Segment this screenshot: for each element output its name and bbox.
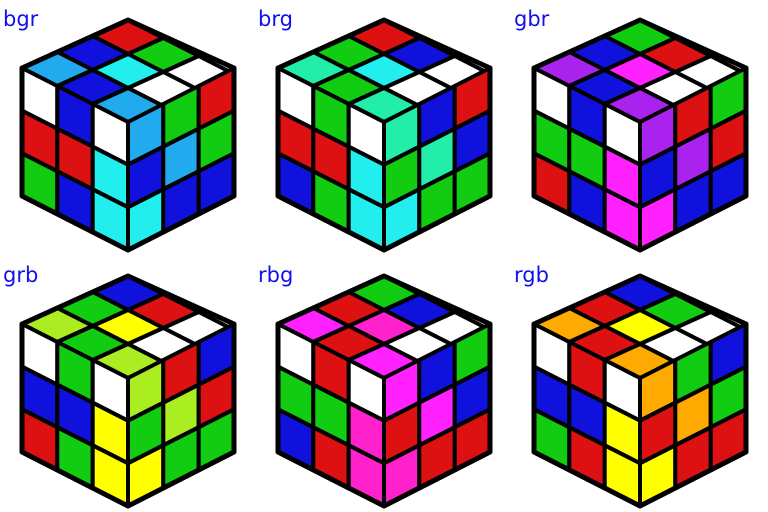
cube-outline [531,17,749,253]
cube-illustration [531,273,749,509]
cube-outline [275,17,493,253]
cube-label: rbg [258,263,294,287]
cube-label: bgr [3,7,39,31]
cube-outline [19,17,237,253]
cube-illustration [19,17,237,253]
cube-label: brg [258,7,293,31]
cube-illustration [275,17,493,253]
cube-illustration [275,273,493,509]
cube-outline [531,273,749,509]
cube-label: rgb [514,263,549,287]
cube-illustration [531,17,749,253]
cube-label: gbr [514,7,550,31]
cube-outline [275,273,493,509]
cube-label: grb [3,263,39,287]
cube-outline [19,273,237,509]
cube-illustration [19,273,237,509]
